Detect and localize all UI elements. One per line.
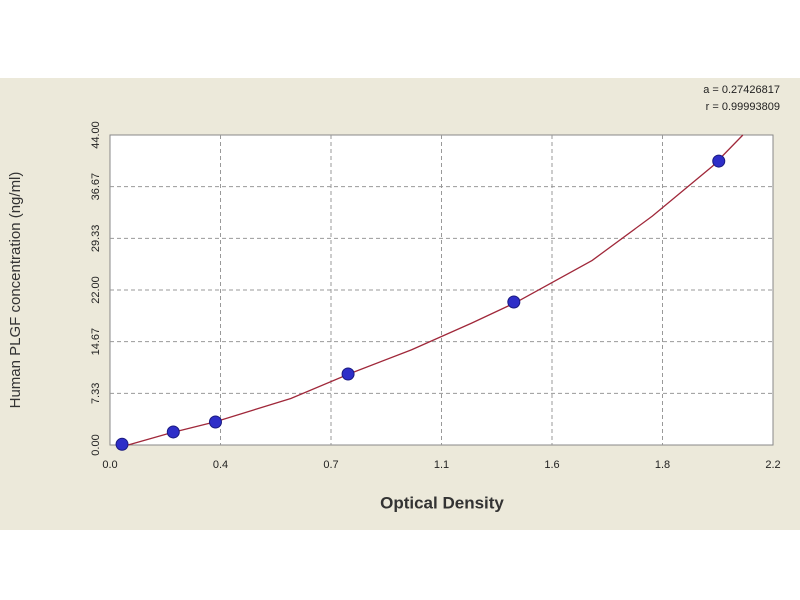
- data-point: [341, 367, 355, 381]
- x-tick-label: 0.7: [323, 459, 338, 471]
- y-tick-label: 29.33: [90, 225, 102, 253]
- y-tick-label: 14.67: [90, 328, 102, 356]
- y-axis-title: Human PLGF concentration (ng/ml): [7, 172, 24, 409]
- annotation: a = 0.27426817: [703, 84, 780, 96]
- y-tick-label: 7.33: [90, 383, 102, 404]
- data-point: [166, 425, 180, 439]
- x-tick-label: 0.0: [102, 459, 117, 471]
- x-tick-label: 1.1: [434, 459, 449, 471]
- x-tick-label: 2.2: [765, 459, 780, 471]
- y-tick-label: 0.00: [90, 434, 102, 455]
- x-tick-label: 1.8: [655, 459, 670, 471]
- fit-curve: [127, 134, 744, 446]
- data-point: [115, 437, 129, 451]
- x-axis-title: Optical Density: [380, 493, 504, 512]
- data-point: [208, 415, 222, 429]
- y-tick-label: 22.00: [90, 276, 102, 304]
- y-tick-label: 36.67: [90, 173, 102, 201]
- data-point: [712, 154, 726, 168]
- x-tick-label: 0.4: [213, 459, 228, 471]
- x-tick-label: 1.6: [544, 459, 559, 471]
- y-tick-label: 44.00: [90, 121, 102, 149]
- annotation: r = 0.99993809: [706, 101, 780, 113]
- data-point: [507, 295, 521, 309]
